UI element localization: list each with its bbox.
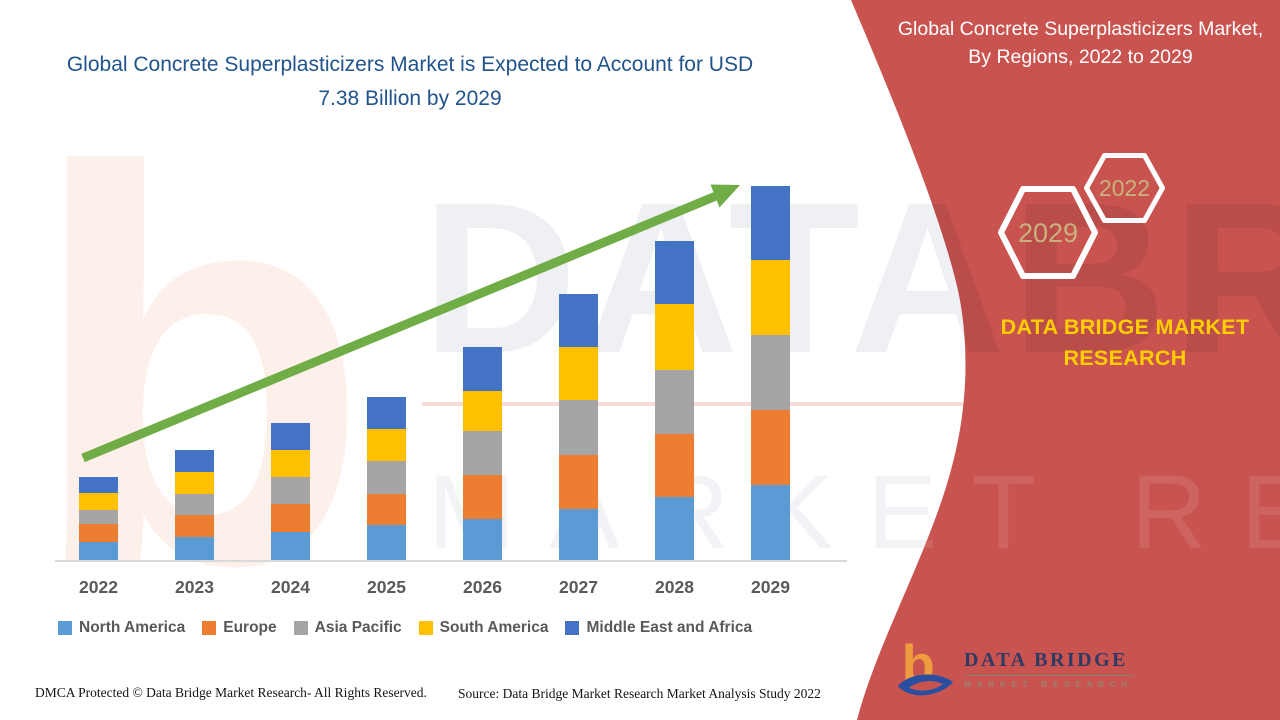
- watermark-rule: [422, 402, 1280, 406]
- databridge-logo-icon: b: [897, 638, 954, 696]
- legend-label: Europe: [223, 619, 277, 636]
- hexagon-badge-2022: 2022: [1084, 153, 1165, 223]
- legend-label: Middle East and Africa: [586, 619, 753, 636]
- chart-legend: North America Europe Asia Pacific South Ame…: [58, 619, 848, 637]
- legend-item-north-america: North America: [58, 619, 185, 637]
- legend-item-asia-pacific: Asia Pacific: [293, 619, 402, 637]
- x-axis-label-2022: 2022: [79, 577, 118, 597]
- hexagon-outline-icon: [998, 186, 1098, 279]
- source-text: Source: Data Bridge Market Research Mark…: [458, 686, 821, 701]
- hexagon-badge-2029: 2029: [998, 186, 1098, 279]
- legend-swatch-icon: [293, 621, 308, 635]
- legend-swatch-icon: [565, 621, 580, 635]
- legend-swatch-icon: [202, 621, 217, 635]
- x-axis-label-2029: 2029: [751, 577, 790, 597]
- x-axis-label-2026: 2026: [463, 577, 502, 597]
- dmca-text: DMCA Protected © Data Bridge Market Rese…: [35, 685, 427, 700]
- hexagon-outline-icon: [1084, 153, 1165, 223]
- chart-title: Global Concrete Superplasticizers Market…: [66, 53, 754, 111]
- logo-title: DATA BRIDGE: [964, 649, 1129, 671]
- hexagon-2022-label: 2022: [1098, 175, 1151, 201]
- legend-swatch-icon: [418, 621, 433, 635]
- x-axis-label-2023: 2023: [175, 577, 214, 597]
- legend-label: North America: [79, 619, 186, 636]
- legend-item-south-america: South America: [418, 619, 549, 637]
- legend-label: Asia Pacific: [314, 619, 402, 636]
- x-axis-label-2028: 2028: [655, 577, 694, 597]
- legend-item-middle-east-and-africa: Middle East and Africa: [565, 619, 752, 637]
- brand-text: DATA BRIDGE MARKET RESEARCH: [1000, 315, 1250, 371]
- hexagon-2029-label: 2029: [1017, 218, 1079, 248]
- watermark-b-letter: b: [28, 55, 370, 681]
- x-axis-label-2024: 2024: [271, 577, 310, 597]
- logo-divider: [964, 675, 1133, 676]
- side-panel-title: Global Concrete Superplasticizers Market…: [897, 18, 1264, 69]
- x-axis-label-2025: 2025: [367, 577, 406, 597]
- red-panel-shape: [851, 0, 1280, 720]
- trend-arrow-head: [710, 184, 740, 208]
- legend-item-europe: Europe: [202, 619, 277, 637]
- legend-swatch-icon: [58, 621, 72, 635]
- databridge-logo: b DATA BRIDGE MARKET RESEARCH: [896, 638, 1133, 700]
- x-axis-label-2027: 2027: [559, 577, 598, 597]
- x-axis-line: [55, 560, 847, 562]
- legend-label: South America: [439, 619, 549, 636]
- logo-subtitle: MARKET RESEARCH: [964, 679, 1133, 689]
